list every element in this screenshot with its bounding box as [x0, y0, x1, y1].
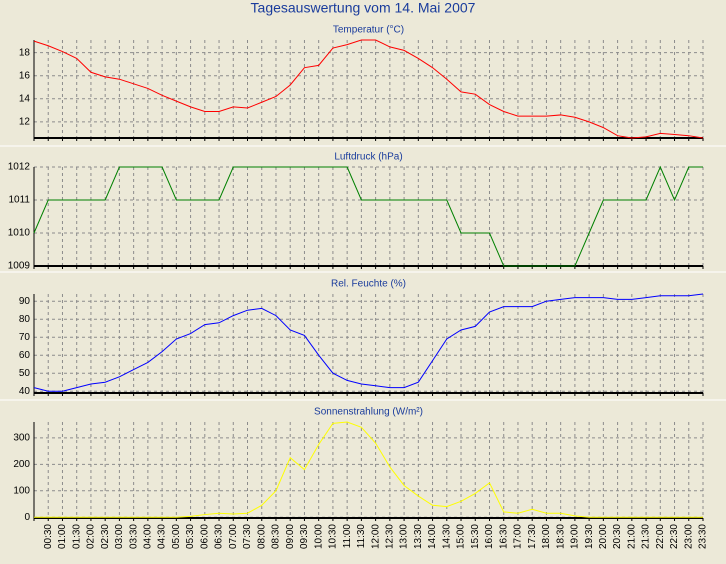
x-tick-label: 02:00	[86, 524, 97, 549]
x-tick-label: 16:00	[484, 524, 495, 549]
plot-area	[34, 294, 703, 393]
x-tick-label: 22:30	[669, 524, 680, 549]
x-tick-label: 15:00	[456, 524, 467, 549]
plot-area	[34, 40, 703, 138]
x-tick-label: 14:30	[441, 524, 452, 549]
panel-title: Temperatur (°C)	[333, 25, 404, 36]
y-tick-label: 18	[19, 47, 31, 58]
y-tick-label: 50	[19, 368, 31, 379]
x-tick-label: 20:00	[598, 524, 609, 549]
x-tick-label: 01:00	[57, 524, 68, 549]
panel-title: Rel. Feuchte (%)	[331, 279, 406, 290]
x-tick-label: 11:00	[342, 524, 353, 549]
x-tick-label: 21:00	[626, 524, 637, 549]
x-tick-label: 00:30	[43, 524, 54, 549]
x-tick-label: 16:30	[498, 524, 509, 549]
x-tick-label: 03:00	[114, 524, 125, 549]
x-tick-label: 12:30	[384, 524, 395, 549]
panel-title: Luftdruck (hPa)	[334, 152, 402, 163]
data-line	[33, 39, 704, 139]
y-tick-label: 0	[24, 512, 30, 523]
y-tick-label: 300	[13, 433, 30, 444]
x-tick-label: 11:30	[356, 524, 367, 549]
x-tick-label: 09:00	[285, 524, 296, 549]
x-tick-label: 20:30	[612, 524, 623, 549]
x-tick-label: 19:00	[570, 524, 581, 549]
x-tick-label: 17:30	[527, 524, 538, 549]
x-tick-label: 23:00	[683, 524, 694, 549]
panel-title: Sonnenstrahlung (W/m²)	[314, 407, 423, 418]
plot-area	[34, 422, 703, 518]
data-line	[34, 421, 703, 518]
x-tick-label: 09:30	[299, 524, 310, 549]
x-tick-label: 10:00	[313, 524, 324, 549]
x-tick-label: 08:00	[256, 524, 267, 549]
x-tick-label: 18:00	[541, 524, 552, 549]
x-tick-label: 01:30	[71, 524, 82, 549]
y-tick-label: 60	[19, 350, 31, 361]
data-line	[33, 165, 703, 267]
x-tick-label: 08:30	[271, 524, 282, 549]
x-tick-label: 18:30	[555, 524, 566, 549]
plot-area	[34, 167, 703, 266]
y-tick-label: 12	[19, 116, 31, 127]
x-tick-label: 07:30	[242, 524, 253, 549]
data-line	[33, 293, 704, 392]
y-tick-label: 16	[19, 70, 31, 81]
page-title: Tagesauswertung vom 14. Mai 2007	[251, 0, 476, 16]
y-tick-label: 1012	[8, 162, 31, 173]
x-tick-label: 23:30	[698, 524, 709, 549]
x-tick-label: 07:00	[228, 524, 239, 549]
y-tick-label: 40	[19, 386, 31, 397]
x-tick-label: 15:30	[470, 524, 481, 549]
y-tick-label: 70	[19, 332, 31, 343]
x-tick-label: 12:00	[370, 524, 381, 549]
x-tick-label: 13:30	[413, 524, 424, 549]
y-tick-label: 90	[19, 296, 31, 307]
x-tick-label: 05:00	[171, 524, 182, 549]
x-tick-label: 05:30	[185, 524, 196, 549]
y-tick-label: 1010	[8, 228, 31, 239]
x-tick-label: 21:30	[641, 524, 652, 549]
x-tick-label: 14:00	[427, 524, 438, 549]
x-tick-label: 04:00	[143, 524, 154, 549]
x-tick-label: 03:30	[128, 524, 139, 549]
y-tick-label: 1009	[8, 261, 31, 272]
x-tick-label: 17:00	[513, 524, 524, 549]
y-tick-label: 14	[19, 93, 31, 104]
x-tick-label: 06:00	[199, 524, 210, 549]
x-tick-label: 02:30	[100, 524, 111, 549]
x-tick-label: 19:30	[584, 524, 595, 549]
x-tick-label: 22:00	[655, 524, 666, 549]
x-tick-label: 10:30	[328, 524, 339, 549]
y-tick-label: 1011	[8, 195, 30, 206]
y-tick-label: 80	[19, 314, 31, 325]
x-tick-label: 06:30	[214, 524, 225, 549]
x-tick-label: 13:00	[399, 524, 410, 549]
x-tick-label: 04:30	[157, 524, 168, 549]
y-tick-label: 200	[13, 459, 30, 470]
y-tick-label: 100	[13, 485, 30, 496]
